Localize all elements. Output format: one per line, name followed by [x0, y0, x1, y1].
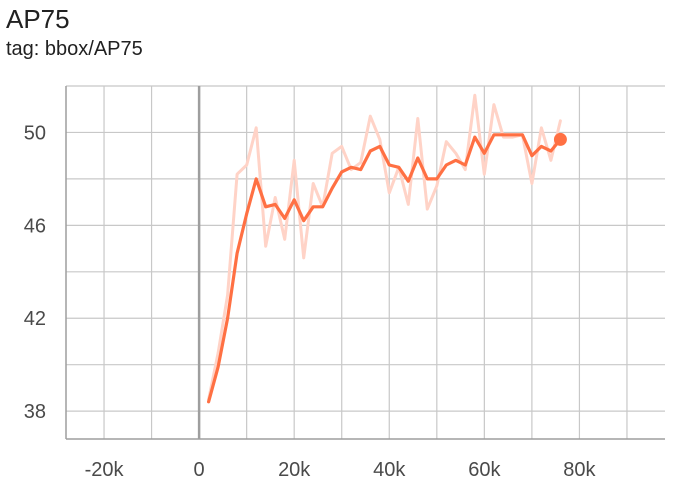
y-tick-label: 38: [24, 401, 46, 423]
x-tick-label: 60k: [468, 459, 501, 481]
y-tick-label: 42: [24, 308, 46, 330]
series-group: [207, 93, 567, 404]
chart-frame: [65, 86, 665, 440]
chart-title: AP75: [6, 4, 70, 34]
y-tick-label: 50: [24, 122, 46, 144]
y-tick-label: 46: [24, 215, 46, 237]
y-tick-labels: 38 42 46 50: [24, 122, 46, 423]
chart-subtitle: tag: bbox/AP75: [6, 38, 143, 60]
grid-lines: [66, 85, 665, 439]
last-point-marker: [553, 132, 567, 146]
x-tick-label: -20k: [85, 459, 125, 481]
smoothed-series-line: [207, 133, 563, 404]
raw-series-line: [207, 93, 562, 401]
x-tick-label: 80k: [563, 459, 596, 481]
x-tick-labels: -20k 0 20k 40k 60k 80k: [85, 459, 597, 481]
x-tick-label: 40k: [373, 459, 406, 481]
x-tick-label: 0: [194, 459, 205, 481]
x-tick-label: 20k: [278, 459, 311, 481]
